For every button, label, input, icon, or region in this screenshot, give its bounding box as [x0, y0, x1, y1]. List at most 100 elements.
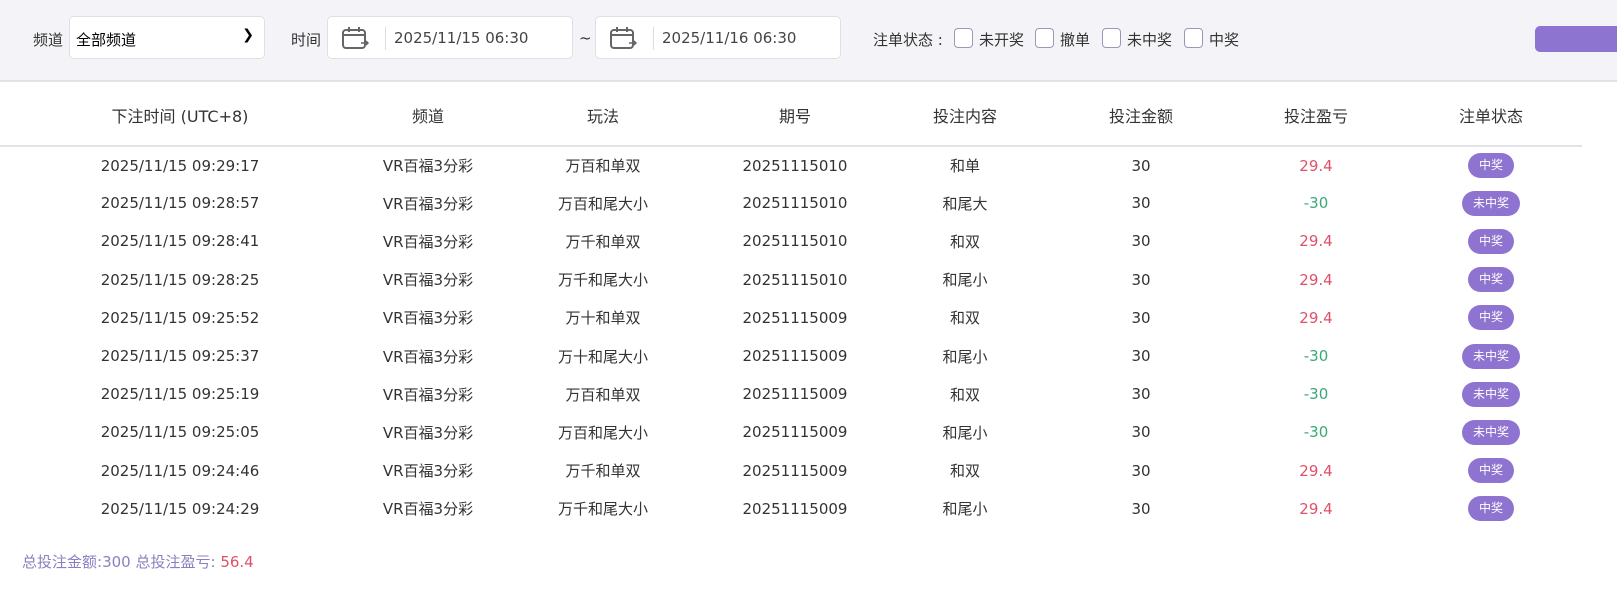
cell-profit-loss: 29.4 [1299, 308, 1333, 327]
table-row: 2025/11/15 09:29:17 VR百福3分彩 万百和单双 202511150… [0, 146, 1582, 184]
table-row: 2025/11/15 09:25:05 VR百福3分彩 万百和尾大小 20251115… [0, 413, 1582, 451]
cell-channel: VR百福3分彩 [382, 309, 474, 328]
cell-play-type: 万百和尾大小 [557, 423, 648, 442]
status-badge: 中奖 [1467, 305, 1514, 331]
status-option-not-drawn[interactable]: 未开奖 [979, 31, 1025, 49]
status-badge: 中奖 [1467, 458, 1514, 484]
checkbox-cancelled[interactable] [1035, 28, 1054, 48]
column-header-bet-content: 投注内容 [880, 84, 1050, 147]
cell-bet-time: 2025/11/15 09:28:41 [100, 232, 260, 251]
start-date-input[interactable]: 2025/11/15 06:30 [327, 16, 573, 59]
cell-bet-status: 中奖 [1400, 490, 1582, 528]
cell-play-type: 万百和单双 [565, 157, 641, 176]
cell-play-type: 万十和尾大小 [557, 347, 648, 366]
cell-channel: VR百福3分彩 [382, 500, 474, 519]
cell-bet-time: 2025/11/15 09:25:37 [100, 347, 260, 366]
status-badge: 中奖 [1467, 496, 1514, 522]
column-header-issue-number: 期号 [710, 84, 880, 147]
cell-issue-number: 20251115009 [742, 385, 848, 404]
table-row: 2025/11/15 09:28:57 VR百福3分彩 万百和尾大小 20251115… [0, 184, 1582, 222]
cell-play-type: 万十和单双 [565, 309, 641, 328]
cell-bet-amount: 30 [1131, 385, 1151, 404]
cell-bet-time: 2025/11/15 09:25:19 [100, 385, 260, 404]
cell-profit-loss: 29.4 [1299, 232, 1333, 251]
calendar-icon [610, 27, 637, 49]
channel-value: 全部频道 [76, 31, 137, 49]
cell-bet-content: 和尾大 [942, 194, 988, 213]
checkbox-won[interactable] [1184, 28, 1203, 48]
cell-bet-time: 2025/11/15 09:24:29 [100, 499, 260, 518]
cell-profit-loss: -30 [1303, 423, 1329, 442]
cell-bet-amount: 30 [1131, 156, 1151, 175]
cell-issue-number: 20251115009 [742, 308, 848, 327]
cell-bet-status: 未中奖 [1400, 375, 1582, 413]
status-option-cancelled[interactable]: 撤单 [1060, 31, 1091, 49]
range-separator: ~ [579, 29, 592, 47]
cell-profit-loss: 29.4 [1299, 156, 1333, 175]
cell-bet-time: 2025/11/15 09:28:57 [100, 194, 260, 213]
cell-bet-content: 和尾小 [942, 347, 988, 366]
total-bet-value: 300 [102, 553, 131, 571]
cell-bet-time: 2025/11/15 09:24:46 [100, 461, 260, 480]
table-row: 2025/11/15 09:25:19 VR百福3分彩 万百和单双 202511150… [0, 375, 1582, 413]
cell-bet-status: 中奖 [1400, 299, 1582, 337]
status-badge: 中奖 [1467, 267, 1514, 293]
cell-bet-amount: 30 [1131, 461, 1151, 480]
calendar-icon [342, 27, 369, 49]
cell-channel: VR百福3分彩 [382, 271, 474, 290]
status-badge: 中奖 [1467, 228, 1514, 254]
cell-bet-status: 中奖 [1400, 261, 1582, 299]
end-date-value: 2025/11/16 06:30 [662, 29, 797, 47]
cell-bet-status: 中奖 [1400, 146, 1582, 184]
status-option-lost[interactable]: 未中奖 [1127, 31, 1173, 49]
table-row: 2025/11/15 09:24:46 VR百福3分彩 万千和单双 202511150… [0, 452, 1582, 490]
channel-select[interactable]: 全部频道 ❯ [69, 16, 265, 59]
start-date-value: 2025/11/15 06:30 [394, 29, 529, 47]
cell-issue-number: 20251115009 [742, 423, 848, 442]
column-header-channel: 频道 [360, 84, 496, 147]
cell-issue-number: 20251115010 [742, 194, 848, 213]
cell-bet-amount: 30 [1131, 423, 1151, 442]
cell-bet-content: 和尾小 [942, 423, 988, 442]
cell-bet-status: 中奖 [1400, 452, 1582, 490]
cell-channel: VR百福3分彩 [382, 232, 474, 251]
cell-channel: VR百福3分彩 [382, 385, 474, 404]
status-badge: 未中奖 [1461, 190, 1520, 216]
column-header-bet-time: 下注时间 (UTC+8) [0, 84, 360, 147]
cell-bet-time: 2025/11/15 09:28:25 [100, 270, 260, 289]
cell-channel: VR百福3分彩 [382, 423, 474, 442]
cell-issue-number: 20251115009 [742, 461, 848, 480]
search-button[interactable] [1535, 26, 1617, 52]
checkbox-lost[interactable] [1102, 28, 1121, 48]
chevron-down-icon: ❯ [242, 27, 254, 43]
cell-bet-status: 中奖 [1400, 222, 1582, 260]
table-row: 2025/11/15 09:24:29 VR百福3分彩 万千和尾大小 20251115… [0, 490, 1582, 528]
cell-channel: VR百福3分彩 [382, 347, 474, 366]
cell-bet-status: 未中奖 [1400, 184, 1582, 222]
total-pl-label: 总投注盈亏: [135, 553, 216, 571]
cell-issue-number: 20251115010 [742, 156, 848, 175]
cell-bet-content: 和尾小 [942, 271, 988, 290]
status-option-won[interactable]: 中奖 [1209, 31, 1240, 49]
cell-bet-time: 2025/11/15 09:29:17 [100, 156, 260, 175]
status-badge: 中奖 [1467, 153, 1514, 179]
filter-bar: 频道 全部频道 ❯ 时间 2025/11/15 06:30 ~ 2025/11/1… [0, 0, 1617, 82]
cell-bet-amount: 30 [1131, 499, 1151, 518]
cell-bet-amount: 30 [1131, 194, 1151, 213]
cell-play-type: 万百和单双 [565, 385, 641, 404]
table-row: 2025/11/15 09:28:41 VR百福3分彩 万千和单双 202511150… [0, 222, 1582, 260]
cell-profit-loss: 29.4 [1299, 270, 1333, 289]
checkbox-not-drawn[interactable] [954, 28, 973, 48]
cell-profit-loss: -30 [1303, 194, 1329, 213]
cell-profit-loss: -30 [1303, 385, 1329, 404]
cell-bet-time: 2025/11/15 09:25:52 [100, 308, 260, 327]
table-row: 2025/11/15 09:25:37 VR百福3分彩 万十和尾大小 20251115… [0, 337, 1582, 375]
table-header: 下注时间 (UTC+8) 频道 玩法 期号 投注内容 投注金额 投注盈亏 注单状态 [0, 84, 1582, 147]
end-date-input[interactable]: 2025/11/16 06:30 [595, 16, 841, 59]
cell-bet-time: 2025/11/15 09:25:05 [100, 423, 260, 442]
cell-bet-amount: 30 [1131, 270, 1151, 289]
cell-bet-content: 和单 [949, 157, 980, 176]
column-header-profit-loss: 投注盈亏 [1232, 84, 1400, 147]
status-badge: 未中奖 [1461, 381, 1520, 407]
column-header-play-type: 玩法 [496, 84, 710, 147]
